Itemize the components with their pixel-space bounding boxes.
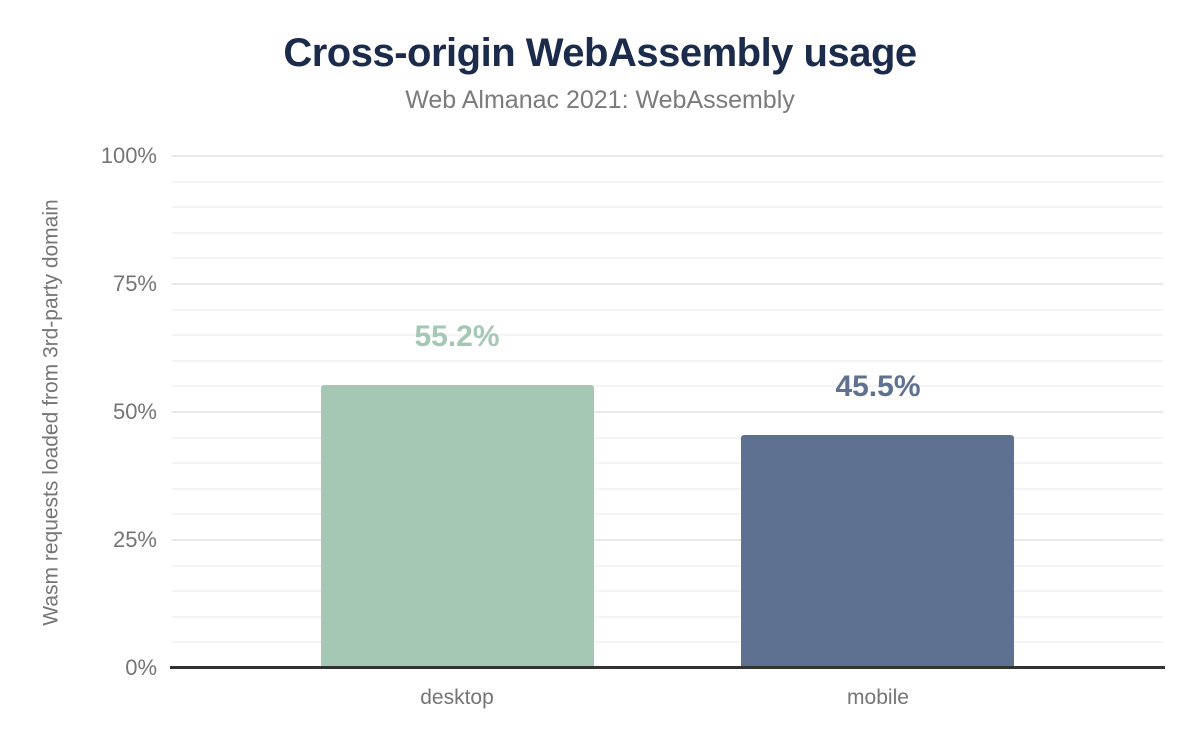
gridline-minor-80 [172,257,1163,260]
gridline-minor-95 [172,180,1163,183]
y-axis-tick-25: 25% [112,527,157,552]
gridline-minor-45 [172,436,1163,439]
gridline-minor-20 [172,564,1163,567]
gridline-minor-15 [172,590,1163,593]
gridline-major-75 [172,283,1163,285]
gridline-minor-40 [172,462,1163,465]
gridline-minor-35 [172,487,1163,490]
y-axis-title: Wasm requests loaded from 3rd-party doma… [39,199,63,626]
x-axis-label-desktop: desktop [420,686,494,709]
y-axis-tick-75: 75% [112,271,157,296]
y-axis-tick-100: 100% [100,143,157,168]
bar-value-label-mobile: 45.5% [835,370,921,404]
gridline-minor-30 [172,513,1163,516]
x-axis-label-mobile: mobile [847,686,909,709]
bar-value-label-desktop: 55.2% [414,320,500,354]
plot-area: 55.2% 45.5% [172,155,1163,668]
gridline-major-50 [172,411,1163,413]
gridline-minor-5 [172,641,1163,644]
gridline-minor-70 [172,308,1163,311]
x-axis-line [170,666,1165,669]
gridline-minor-90 [172,206,1163,209]
gridline-minor-65 [172,334,1163,337]
gridline-major-25 [172,539,1163,541]
chart-title: Cross-origin WebAssembly usage [283,31,917,75]
gridline-minor-55 [172,385,1163,388]
gridline-major-100 [172,155,1163,157]
bar-desktop[interactable] [320,385,594,668]
gridline-minor-60 [172,359,1163,362]
y-axis-tick-0: 0% [125,655,157,680]
gridline-minor-85 [172,231,1163,234]
y-axis-tick-50: 50% [112,399,157,424]
bar-mobile[interactable] [741,435,1015,668]
gridline-minor-10 [172,615,1163,618]
chart-subtitle: Web Almanac 2021: WebAssembly [405,86,795,114]
